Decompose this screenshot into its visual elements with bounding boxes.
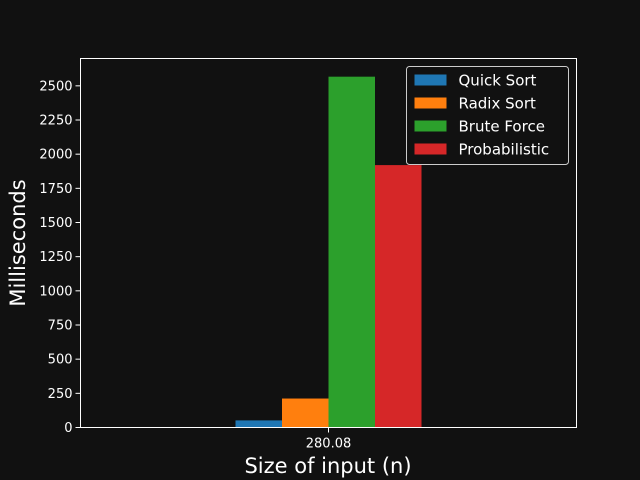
legend: Quick Sort Radix Sort Brute Force Probabili… — [406, 66, 569, 165]
legend-swatch — [414, 143, 447, 155]
legend-label: Quick Sort — [459, 72, 537, 90]
y-tick-label: 2000 — [39, 148, 72, 163]
legend-label: Brute Force — [459, 118, 545, 136]
y-tick-label: 1000 — [39, 284, 72, 299]
bars-group — [235, 76, 422, 428]
y-tick-label: 2250 — [39, 114, 72, 129]
y-tick-label: 1500 — [39, 216, 72, 231]
bar-radix-sort — [282, 398, 329, 428]
legend-swatch — [414, 120, 447, 132]
y-tick-label: 0 — [64, 421, 72, 436]
y-tick-label: 750 — [48, 319, 73, 334]
y-tick-label: 500 — [48, 353, 73, 368]
bar-brute-force — [328, 76, 375, 428]
y-tick-label: 2500 — [39, 79, 72, 94]
y-tick-label: 1750 — [39, 182, 72, 197]
bar-quick-sort — [235, 420, 282, 428]
bar-probabilistic — [375, 165, 422, 428]
y-tick-label: 1250 — [39, 250, 72, 265]
legend-swatch — [414, 97, 447, 109]
legend-frame — [406, 66, 569, 165]
legend-swatch — [414, 74, 447, 86]
y-axis-label: Milliseconds — [6, 179, 30, 306]
x-tick-label: 280.08 — [306, 437, 352, 452]
x-axis-label: Size of input (n) — [244, 454, 411, 478]
legend-label: Radix Sort — [459, 95, 536, 113]
legend-label: Probabilistic — [459, 141, 550, 159]
y-axis: 0 250 500 750 1000 1250 1500 1750 2000 2250 2500 — [39, 79, 81, 436]
x-axis: 280.08 — [306, 427, 352, 452]
y-tick-label: 250 — [48, 387, 73, 402]
